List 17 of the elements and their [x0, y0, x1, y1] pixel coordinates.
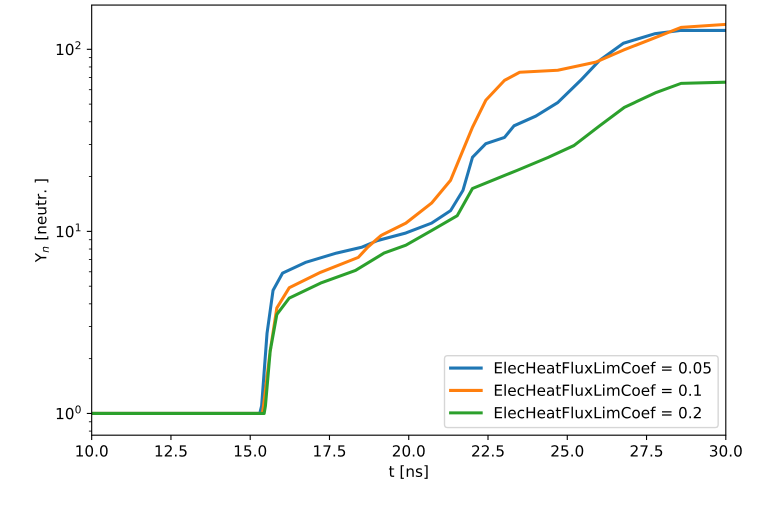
legend-label: ElecHeatFluxLimCoef = 0.2	[494, 406, 701, 418]
legend-label: ElecHeatFluxLimCoef = 0.1	[494, 384, 701, 396]
x-tick-label: 10.0	[76, 445, 108, 457]
y-tick-label: 10$^{0}$	[56, 405, 81, 420]
x-tick-label: 22.5	[472, 445, 504, 457]
legend-label: ElecHeatFluxLimCoef = 0.05	[494, 362, 711, 374]
x-tick-label: 15.0	[234, 445, 266, 457]
x-tick-label: 25.0	[551, 445, 584, 457]
y-tick-label: 10$^{1}$	[56, 223, 80, 238]
x-axis-title: t [ns]	[388, 465, 428, 479]
y-axis-title: Y$_{n}$ [neutr. ]	[34, 179, 49, 262]
x-tick-label: 20.0	[392, 445, 425, 457]
x-tick-label: 12.5	[156, 445, 187, 457]
y-tick-label: 10$^{2}$	[56, 41, 80, 56]
x-tick-label: 17.5	[314, 445, 346, 457]
x-tick-label: 27.5	[630, 445, 662, 457]
x-tick-label: 30.0	[710, 445, 742, 457]
